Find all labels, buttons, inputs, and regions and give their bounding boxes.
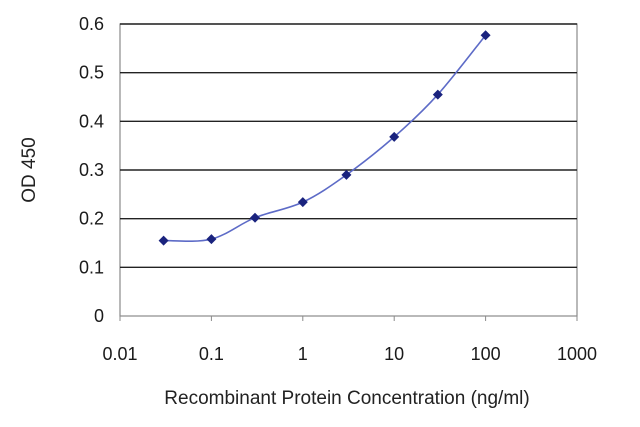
y-tick-label: 0.4 (79, 111, 104, 131)
y-tick-label: 0.5 (79, 63, 104, 83)
plot-area (119, 23, 578, 321)
x-tick-label: 0.1 (199, 344, 224, 364)
data-point (341, 169, 352, 180)
data-point (297, 197, 308, 208)
x-tick-labels: 0.01 0.1 1 10 100 1000 (102, 344, 597, 364)
data-point (206, 234, 217, 245)
data-point (480, 30, 491, 41)
y-tick-labels: 0 0.1 0.2 0.3 0.4 0.5 0.6 (79, 14, 104, 326)
data-point (432, 89, 443, 100)
y-tick-label: 0.1 (79, 257, 104, 277)
x-tick-label: 10 (384, 344, 404, 364)
y-tick-label: 0 (94, 306, 104, 326)
y-tick-label: 0.6 (79, 14, 104, 34)
data-point (389, 131, 400, 142)
y-tick-label: 0.3 (79, 160, 104, 180)
data-point (250, 212, 261, 223)
series-line (163, 34, 487, 242)
x-tick-label: 1000 (557, 344, 597, 364)
x-tick-label: 1 (298, 344, 308, 364)
y-tick-label: 0.2 (79, 209, 104, 229)
data-point (158, 235, 169, 246)
x-axis-label: Recombinant Protein Concentration (ng/ml… (164, 388, 529, 409)
y-axis-label: OD 450 (19, 137, 40, 202)
x-tick-label: 0.01 (102, 344, 137, 364)
x-tick-label: 100 (471, 344, 501, 364)
